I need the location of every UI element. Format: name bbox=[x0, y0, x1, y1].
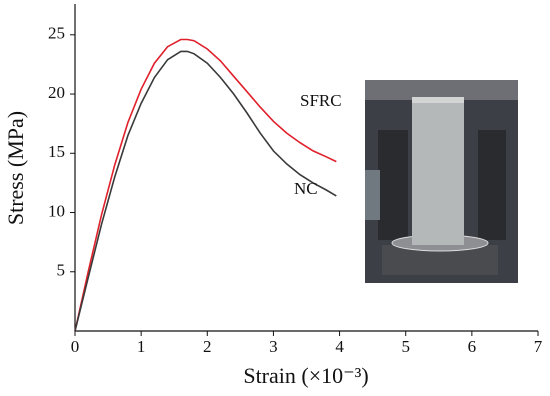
y-tick-label: 20 bbox=[48, 83, 65, 102]
series-label: NC bbox=[294, 179, 318, 198]
y-tick-label: 15 bbox=[48, 142, 65, 161]
series-label: SFRC bbox=[300, 91, 342, 110]
y-tick-label: 25 bbox=[48, 24, 65, 43]
x-tick-label: 7 bbox=[534, 337, 543, 356]
x-tick-label: 4 bbox=[335, 337, 344, 356]
x-tick-label: 0 bbox=[71, 337, 80, 356]
x-axis-label: Strain (×10⁻³) bbox=[243, 363, 368, 388]
y-tick-label: 10 bbox=[48, 201, 65, 220]
x-tick-label: 3 bbox=[269, 337, 278, 356]
y-axis-label: Stress (MPa) bbox=[3, 111, 28, 225]
line-series bbox=[74, 50, 337, 332]
line-series bbox=[74, 38, 337, 332]
x-tick-label: 5 bbox=[401, 337, 410, 356]
y-tick-label: 5 bbox=[57, 261, 66, 280]
photo-inset bbox=[365, 80, 518, 283]
x-tick-label: 6 bbox=[468, 337, 477, 356]
x-tick-label: 2 bbox=[203, 337, 212, 356]
x-tick-label: 1 bbox=[137, 337, 146, 356]
